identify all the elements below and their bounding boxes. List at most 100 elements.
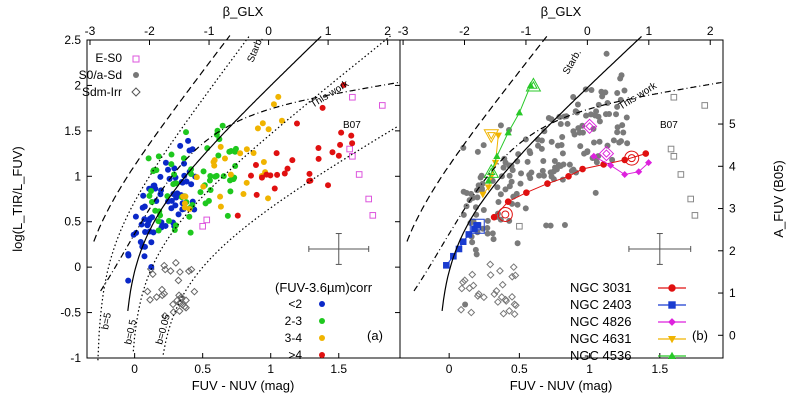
e-s0-point <box>670 93 678 101</box>
sdm-irr-point <box>492 287 501 295</box>
x-tick-label: 0.5 <box>194 362 211 376</box>
data-point-3-4 <box>259 120 266 127</box>
sdm-irr-point <box>490 290 499 299</box>
panel-a-curves <box>93 35 399 361</box>
s0a-sd-point <box>619 122 626 129</box>
x-tick-label: 1.5 <box>330 362 347 376</box>
track-point <box>504 128 512 136</box>
s0a-sd-point <box>603 50 610 57</box>
s0a-sd-point <box>609 156 616 163</box>
sdm-irr-point <box>176 268 184 276</box>
x-tick-label: 1.5 <box>651 362 668 376</box>
data-point-lt2 <box>144 222 151 229</box>
s0a-sd-point <box>480 206 487 213</box>
data-point-lt2 <box>181 160 188 167</box>
sdm-irr-point <box>459 278 467 287</box>
data-point-gt4 <box>340 81 347 88</box>
data-point-lt2 <box>142 228 149 235</box>
data-point-2-3 <box>171 227 178 234</box>
data-point-gt4 <box>315 155 322 162</box>
top-tick-label: -2 <box>459 24 470 38</box>
curve-label-thiswork-b: This work <box>617 80 660 113</box>
panel-a-ylabel: log(L_TIR/L_FUV) <box>10 146 25 251</box>
panel-a-ticks: 0 0.5 1 1.5 -3 -2 -1 0 1 2 -1 -0.5 0 0.5 1 1.5 2 2.5 <box>60 24 400 376</box>
curve-starburst <box>406 35 548 242</box>
data-point-2-3 <box>145 155 152 162</box>
track-highlight <box>469 218 485 234</box>
s0a-sd-point <box>500 164 507 171</box>
sdm-irr-point <box>473 292 482 300</box>
data-point-3-4 <box>243 146 250 153</box>
data-point-gt4 <box>306 170 313 177</box>
s0a-sd-point <box>522 205 529 212</box>
track-highlight-inner <box>529 80 538 89</box>
s0a-sd-point <box>513 190 520 197</box>
data-point-2-3 <box>206 177 213 184</box>
track-point <box>635 168 643 176</box>
panel-b-tag: (b) <box>692 328 708 343</box>
s0a-sd-point <box>583 112 590 119</box>
s0a-sd-point <box>474 194 481 201</box>
s0a-sd-point <box>596 138 603 145</box>
s0a-sd-point <box>624 140 631 147</box>
data-point-gt4 <box>348 132 355 139</box>
e-s0-point <box>670 152 678 160</box>
top-tick-label: 2 <box>707 24 714 38</box>
right-tick-label: 0 <box>729 328 736 342</box>
data-point-2-3 <box>215 152 222 159</box>
panel-b-marks <box>443 50 709 319</box>
track-point <box>490 213 498 221</box>
y-tick-label: 1 <box>74 169 81 183</box>
data-point-2-3 <box>232 163 239 170</box>
panel-a: 0 0.5 1 1.5 -3 -2 -1 0 1 2 -1 -0.5 0 0.5 1 1.5 2 2.5 FUV … <box>10 4 401 393</box>
x-tick-label: 1 <box>267 362 274 376</box>
sdm-irr-point <box>178 300 187 309</box>
sdm-irr-point <box>152 293 161 301</box>
sdm-irr-point <box>177 293 186 302</box>
s0a-sd-point <box>538 145 545 152</box>
s0a-sd-point <box>588 87 595 94</box>
legend-sdm-irr: Sdm-Irr <box>82 85 122 99</box>
data-point-lt2 <box>150 229 157 236</box>
s0a-sd-point <box>620 129 627 136</box>
sdm-irr-point <box>486 260 495 269</box>
data-point-gt4 <box>325 182 332 189</box>
track-highlight-inner <box>585 122 594 131</box>
s0a-sd-point <box>561 221 568 228</box>
data-point-lt2 <box>140 192 147 199</box>
curve-starburst <box>93 35 231 242</box>
curve-b005 <box>162 125 399 355</box>
sdm-irr-point <box>175 307 184 315</box>
legend-s0a-sd-marker <box>133 72 139 78</box>
panel-a-type-legend: E-S0 S0/a-Sd Sdm-Irr <box>79 51 141 99</box>
s0a-sd-point <box>614 124 621 131</box>
data-point-2-3 <box>155 227 162 234</box>
s0a-sd-point <box>490 236 497 243</box>
sdm-irr-point <box>505 306 514 315</box>
data-point-2-3 <box>212 173 219 180</box>
color-legend-lt2-marker <box>319 301 325 307</box>
s0a-sd-point <box>508 178 515 185</box>
data-point-lt2 <box>188 181 195 188</box>
data-point-gt4 <box>281 170 288 177</box>
sdm-irr-point <box>146 295 154 304</box>
s0a-sd-point <box>564 120 571 127</box>
e-s0-point <box>199 222 206 230</box>
track-highlight-inner <box>501 210 510 219</box>
s0a-sd-point <box>541 128 548 135</box>
data-point-2-3 <box>168 151 175 158</box>
legend-e-s0-marker <box>132 55 140 63</box>
sdm-irr-point <box>496 266 504 275</box>
data-point-3-4 <box>270 101 277 108</box>
data-point-3-4 <box>265 195 272 202</box>
s0a-sd-point <box>514 201 521 208</box>
s0a-sd-point <box>462 301 469 308</box>
x-tick-label: 1 <box>586 362 593 376</box>
data-point-lt2 <box>162 159 169 166</box>
sdm-irr-point <box>511 301 520 310</box>
sdm-irr-point <box>174 276 183 285</box>
s0a-sd-point <box>478 172 485 179</box>
data-point-lt2 <box>157 173 164 180</box>
s0a-sd-point <box>543 222 550 229</box>
